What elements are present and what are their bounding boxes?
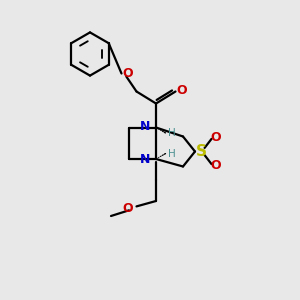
Text: O: O: [210, 159, 221, 172]
Text: O: O: [210, 131, 221, 144]
Text: H: H: [168, 148, 176, 159]
Text: O: O: [123, 67, 133, 80]
Text: O: O: [123, 202, 133, 215]
Text: N: N: [140, 153, 151, 166]
Text: H: H: [168, 128, 176, 138]
Text: O: O: [177, 83, 187, 97]
Text: N: N: [140, 120, 151, 134]
Text: S: S: [196, 144, 207, 159]
